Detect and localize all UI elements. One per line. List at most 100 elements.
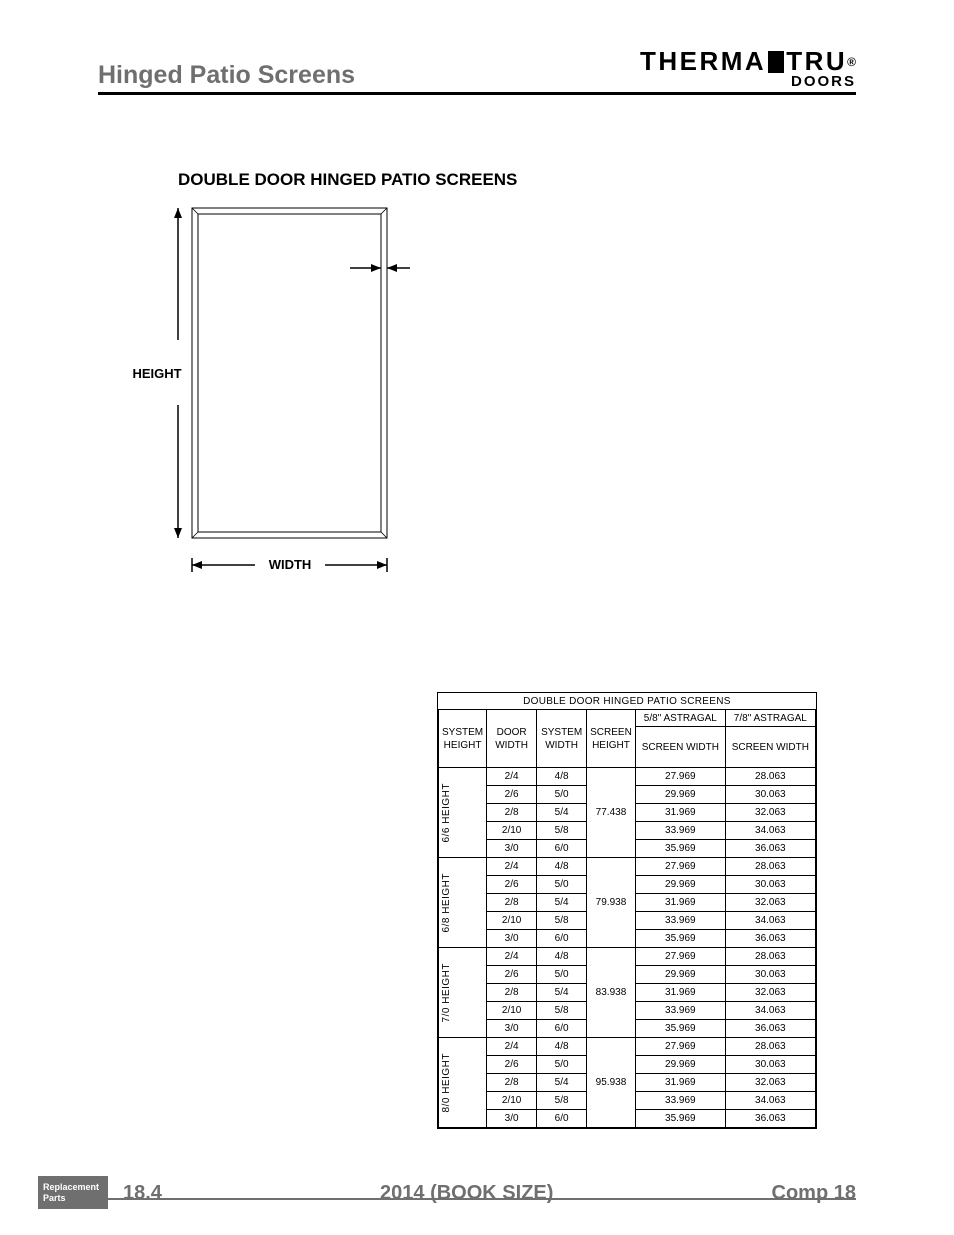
cell-screen-width-78: 34.063 bbox=[725, 912, 815, 930]
cell-screen-width-58: 31.969 bbox=[635, 1074, 725, 1092]
cell-system-width: 5/0 bbox=[537, 876, 587, 894]
logo-registered-icon: ® bbox=[847, 55, 856, 69]
col-screen-width-78: SCREEN WIDTH bbox=[725, 727, 815, 768]
cell-system-width: 4/8 bbox=[537, 948, 587, 966]
col-system-width: SYSTEMWIDTH bbox=[537, 710, 587, 768]
cell-screen-width-78: 36.063 bbox=[725, 1110, 815, 1128]
cell-door-width: 2/8 bbox=[487, 804, 537, 822]
cell-door-width: 2/4 bbox=[487, 768, 537, 786]
system-height-label: 8/0 HEIGHT bbox=[439, 1038, 487, 1128]
footer-page: 18.4 bbox=[123, 1182, 162, 1205]
col-door-width: DOORWIDTH bbox=[487, 710, 537, 768]
cell-screen-height: 79.938 bbox=[587, 858, 636, 948]
cell-screen-width-78: 36.063 bbox=[725, 930, 815, 948]
cell-screen-width-78: 32.063 bbox=[725, 894, 815, 912]
cell-screen-width-78: 30.063 bbox=[725, 966, 815, 984]
cell-system-width: 4/8 bbox=[537, 1038, 587, 1056]
table-title: DOUBLE DOOR HINGED PATIO SCREENS bbox=[438, 693, 816, 709]
table-row: 6/6 HEIGHT2/44/877.43827.96928.063 bbox=[439, 768, 816, 786]
cell-system-width: 5/8 bbox=[537, 1092, 587, 1110]
cell-door-width: 2/4 bbox=[487, 948, 537, 966]
cell-system-width: 6/0 bbox=[537, 1020, 587, 1038]
cell-door-width: 2/8 bbox=[487, 984, 537, 1002]
cell-screen-width-58: 33.969 bbox=[635, 912, 725, 930]
cell-screen-width-78: 28.063 bbox=[725, 1038, 815, 1056]
cell-system-width: 5/4 bbox=[537, 804, 587, 822]
cell-door-width: 2/8 bbox=[487, 1074, 537, 1092]
cell-screen-width-58: 27.969 bbox=[635, 858, 725, 876]
system-height-label: 6/6 HEIGHT bbox=[439, 768, 487, 858]
cell-screen-width-58: 33.969 bbox=[635, 1002, 725, 1020]
screen-size-table: DOUBLE DOOR HINGED PATIO SCREENS SYSTEMH… bbox=[437, 692, 817, 1129]
cell-system-width: 5/4 bbox=[537, 894, 587, 912]
cell-screen-width-58: 31.969 bbox=[635, 894, 725, 912]
cell-screen-width-58: 27.969 bbox=[635, 1038, 725, 1056]
footer-center: 2014 (BOOK SIZE) bbox=[380, 1182, 553, 1205]
section-title: DOUBLE DOOR HINGED PATIO SCREENS bbox=[178, 170, 517, 190]
cell-screen-width-58: 29.969 bbox=[635, 876, 725, 894]
cell-door-width: 2/10 bbox=[487, 822, 537, 840]
cell-system-width: 6/0 bbox=[537, 840, 587, 858]
col-astragal-78: 7/8" ASTRAGAL bbox=[725, 710, 815, 727]
cell-door-width: 3/0 bbox=[487, 840, 537, 858]
logo-block-icon bbox=[768, 51, 784, 73]
cell-door-width: 2/6 bbox=[487, 966, 537, 984]
logo-therma: THERMA bbox=[640, 46, 766, 77]
cell-system-width: 6/0 bbox=[537, 1110, 587, 1128]
cell-screen-width-58: 27.969 bbox=[635, 768, 725, 786]
table-row: 7/0 HEIGHT2/44/883.93827.96928.063 bbox=[439, 948, 816, 966]
cell-system-width: 5/0 bbox=[537, 1056, 587, 1074]
cell-door-width: 2/8 bbox=[487, 894, 537, 912]
system-height-label: 6/8 HEIGHT bbox=[439, 858, 487, 948]
col-astragal-58: 5/8" ASTRAGAL bbox=[635, 710, 725, 727]
logo: THERMA TRU ® DOORS bbox=[640, 46, 856, 90]
cell-system-width: 4/8 bbox=[537, 768, 587, 786]
col-screen-width-58: SCREEN WIDTH bbox=[635, 727, 725, 768]
height-label: HEIGHT bbox=[132, 366, 181, 381]
cell-door-width: 3/0 bbox=[487, 930, 537, 948]
col-system-height: SYSTEMHEIGHT bbox=[439, 710, 487, 768]
cell-system-width: 5/0 bbox=[537, 966, 587, 984]
cell-door-width: 2/6 bbox=[487, 876, 537, 894]
cell-screen-width-58: 29.969 bbox=[635, 966, 725, 984]
cell-door-width: 2/4 bbox=[487, 1038, 537, 1056]
cell-screen-width-78: 36.063 bbox=[725, 840, 815, 858]
cell-screen-width-78: 34.063 bbox=[725, 1002, 815, 1020]
cell-screen-width-78: 34.063 bbox=[725, 1092, 815, 1110]
cell-door-width: 2/4 bbox=[487, 858, 537, 876]
cell-screen-width-78: 36.063 bbox=[725, 1020, 815, 1038]
cell-screen-width-58: 27.969 bbox=[635, 948, 725, 966]
cell-system-width: 5/4 bbox=[537, 1074, 587, 1092]
cell-screen-width-78: 32.063 bbox=[725, 1074, 815, 1092]
door-diagram: HEIGHT 3" WIDTH bbox=[130, 200, 410, 610]
cell-screen-width-58: 31.969 bbox=[635, 984, 725, 1002]
cell-door-width: 2/6 bbox=[487, 786, 537, 804]
cell-screen-width-58: 31.969 bbox=[635, 804, 725, 822]
cell-screen-width-58: 29.969 bbox=[635, 786, 725, 804]
cell-screen-height: 77.438 bbox=[587, 768, 636, 858]
cell-screen-width-78: 28.063 bbox=[725, 948, 815, 966]
cell-door-width: 2/10 bbox=[487, 1002, 537, 1020]
cell-door-width: 2/6 bbox=[487, 1056, 537, 1074]
cell-door-width: 3/0 bbox=[487, 1110, 537, 1128]
cell-screen-width-58: 35.969 bbox=[635, 840, 725, 858]
cell-door-width: 2/10 bbox=[487, 912, 537, 930]
cell-screen-width-78: 30.063 bbox=[725, 876, 815, 894]
page-title: Hinged Patio Screens bbox=[98, 61, 355, 90]
cell-system-width: 5/4 bbox=[537, 984, 587, 1002]
cell-screen-width-58: 35.969 bbox=[635, 1020, 725, 1038]
cell-screen-height: 83.938 bbox=[587, 948, 636, 1038]
footer-text: 18.4 2014 (BOOK SIZE) Comp 18 bbox=[98, 1182, 856, 1205]
cell-system-width: 4/8 bbox=[537, 858, 587, 876]
table-row: 6/8 HEIGHT2/44/879.93827.96928.063 bbox=[439, 858, 816, 876]
cell-screen-width-58: 35.969 bbox=[635, 930, 725, 948]
cell-screen-width-78: 32.063 bbox=[725, 984, 815, 1002]
table-row: 8/0 HEIGHT2/44/895.93827.96928.063 bbox=[439, 1038, 816, 1056]
cell-screen-width-58: 33.969 bbox=[635, 822, 725, 840]
cell-screen-width-78: 28.063 bbox=[725, 768, 815, 786]
cell-system-width: 6/0 bbox=[537, 930, 587, 948]
cell-screen-width-78: 30.063 bbox=[725, 786, 815, 804]
cell-screen-width-78: 34.063 bbox=[725, 822, 815, 840]
cell-screen-width-78: 32.063 bbox=[725, 804, 815, 822]
cell-system-width: 5/8 bbox=[537, 1002, 587, 1020]
